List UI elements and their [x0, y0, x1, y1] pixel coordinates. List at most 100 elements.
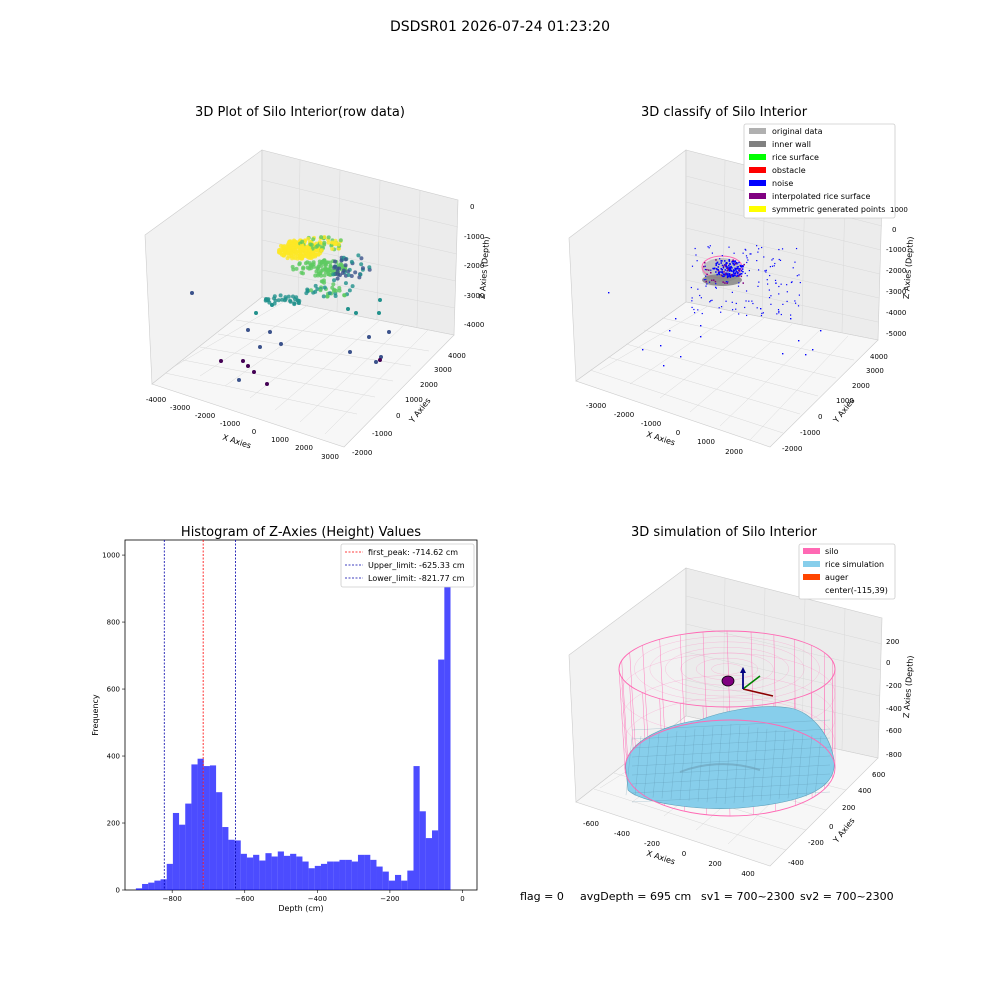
raw-point: [279, 342, 283, 346]
raw-point: [286, 294, 291, 299]
classify-noise-point: [773, 265, 775, 267]
raw-ztick-label: -2000: [464, 262, 484, 270]
classify-noise-point: [799, 281, 801, 284]
raw-point: [290, 294, 295, 299]
classify-noise-point: [725, 281, 727, 283]
classify-noise-point: [794, 300, 796, 302]
raw-point: [276, 298, 281, 303]
classify-noise-point: [728, 269, 731, 272]
classify-inner-wall-cluster: [702, 274, 742, 286]
classify-noise-point: [721, 269, 723, 271]
classify-noise-point: [691, 306, 693, 309]
classify-noise-point: [735, 302, 737, 305]
hist-xlabel: Depth (cm): [278, 904, 323, 913]
classify-noise-point: [768, 296, 771, 299]
classify-ytick-label: 3000: [866, 367, 884, 375]
hist-bar: [401, 880, 408, 890]
classify-noise-point: [728, 273, 731, 275]
raw-xtick-label: 3000: [321, 453, 339, 461]
raw-pane-floor: [151, 296, 455, 448]
classify-interpolated-point: [730, 274, 733, 276]
raw-xtick-label: 0: [252, 428, 256, 436]
hist-bar: [172, 812, 180, 890]
raw-point: [313, 283, 318, 288]
classify-noise-point: [738, 313, 740, 315]
classify-zlabel: Z Axies (Depth): [902, 236, 915, 299]
hist-bar: [388, 880, 395, 890]
classify-xtick-label: -2000: [614, 411, 634, 419]
classify-noise-point: [726, 262, 728, 264]
classify-noise-point: [720, 306, 723, 308]
legend-label-upper-limit: Upper_limit: -625.33 cm: [368, 561, 465, 570]
raw-point: [315, 243, 320, 248]
raw-point: [288, 298, 293, 303]
raw-panel: 3D Plot of Silo Interior(row data) -4000: [144, 105, 491, 461]
classify-interpolated-point: [703, 265, 705, 268]
legend-label-silo: silo: [825, 547, 839, 556]
classify-noise-point: [703, 279, 705, 281]
center-axis-y: [742, 675, 761, 690]
classify-noise-point: [820, 330, 822, 332]
classify-noise-point: [748, 269, 750, 272]
classify-ytick-label: 2000: [852, 382, 870, 390]
classify-noise-point: [728, 264, 730, 267]
sim-ztick-label: -400: [886, 705, 902, 713]
raw-point: [329, 243, 334, 248]
sim-ztick-label: -800: [886, 751, 902, 759]
rice-mesh-line: [769, 729, 777, 801]
classify-noise-point: [778, 258, 780, 261]
classify-interpolated-point: [725, 264, 727, 267]
raw-point: [290, 244, 295, 249]
hist-bar: [135, 888, 143, 890]
raw-point: [270, 303, 274, 307]
raw-point: [374, 360, 378, 364]
raw-point: [305, 265, 310, 270]
center-axis-x: [742, 688, 774, 697]
classify-noise-point: [745, 255, 748, 257]
classify-noise-point: [723, 273, 725, 275]
raw-z-ticks: 0 -1000 -2000 -3000 -4000: [464, 203, 484, 329]
silo-top-rim: [618, 630, 836, 708]
raw-point: [319, 235, 324, 240]
hist-bar: [271, 856, 278, 890]
classify-interpolated-point: [711, 279, 713, 282]
hist-bar: [339, 859, 346, 890]
raw-point: [258, 345, 262, 349]
raw-point: [326, 240, 331, 245]
classify-noise-point: [798, 274, 800, 276]
rice-mesh-line: [631, 719, 831, 731]
classify-noise-point: [680, 356, 682, 358]
raw-point: [332, 278, 337, 283]
raw-point: [305, 287, 310, 292]
hist-bar: [197, 758, 204, 890]
classify-noise-point: [731, 275, 734, 277]
classify-noise-point: [745, 300, 747, 302]
classify-noise-point: [758, 248, 760, 250]
classify-noise-point: [729, 262, 731, 265]
sim-zlabel: Z Axies (Depth): [902, 655, 915, 718]
classify-noise-point: [746, 257, 748, 259]
classify-noise-point: [725, 262, 727, 265]
classify-noise-point: [734, 260, 737, 262]
classify-ztick-label: -3000: [886, 288, 906, 296]
classify-noise-point: [708, 247, 710, 249]
hist-bar: [290, 853, 297, 890]
rice-mesh-line: [625, 737, 633, 796]
rice-mesh-line: [679, 729, 687, 801]
classify-noise-point: [766, 279, 768, 281]
raw-point: [350, 284, 355, 289]
raw-point: [387, 330, 391, 334]
classify-noise-point: [728, 259, 730, 261]
classify-y-ticks: -2000 -1000 0 1000 2000 3000 4000: [782, 353, 888, 453]
status-sv2: sv2 = 700~2300: [800, 890, 894, 903]
classify-noise-point: [716, 262, 718, 265]
classify-noise-point: [727, 275, 730, 278]
classify-interpolated-point: [732, 259, 734, 261]
sim-ylabel: Y Axies: [831, 816, 857, 845]
raw-point: [332, 264, 337, 269]
classify-noise-point: [740, 266, 743, 268]
raw-point: [246, 364, 250, 368]
classify-interpolated-point: [717, 270, 720, 272]
classify-noise-point: [726, 267, 728, 269]
classify-interpolated-point: [740, 275, 743, 278]
